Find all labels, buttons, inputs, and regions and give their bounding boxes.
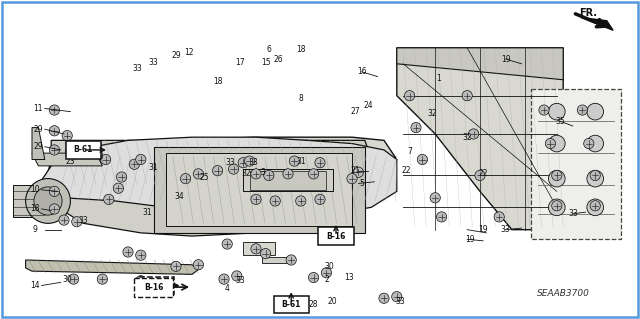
Text: 33: 33 — [500, 225, 511, 234]
Circle shape — [232, 271, 242, 281]
Circle shape — [68, 274, 79, 284]
Circle shape — [548, 170, 565, 187]
Text: 33: 33 — [78, 216, 88, 225]
Circle shape — [72, 217, 82, 227]
Text: 22: 22 — [479, 169, 488, 178]
Circle shape — [296, 196, 306, 206]
Circle shape — [49, 204, 60, 214]
Polygon shape — [26, 260, 198, 274]
Circle shape — [404, 91, 415, 101]
Text: 31: 31 — [142, 208, 152, 217]
Circle shape — [97, 274, 108, 284]
Circle shape — [315, 194, 325, 204]
Text: 33: 33 — [225, 158, 236, 167]
Text: 14: 14 — [30, 281, 40, 290]
Circle shape — [193, 260, 204, 270]
Text: 13: 13 — [344, 273, 354, 282]
Polygon shape — [262, 257, 294, 263]
FancyBboxPatch shape — [273, 296, 309, 314]
Circle shape — [244, 156, 255, 166]
Polygon shape — [51, 140, 378, 236]
Text: B-61: B-61 — [282, 300, 301, 309]
Polygon shape — [531, 89, 621, 239]
Circle shape — [587, 103, 604, 120]
Polygon shape — [45, 137, 397, 198]
Circle shape — [136, 250, 146, 260]
Circle shape — [548, 199, 565, 216]
Circle shape — [113, 183, 124, 193]
Circle shape — [212, 166, 223, 176]
Text: 1: 1 — [436, 74, 441, 83]
Text: 29: 29 — [33, 125, 44, 134]
Text: 19: 19 — [478, 225, 488, 234]
Text: 18: 18 — [213, 77, 222, 86]
Text: 35: 35 — [555, 117, 565, 126]
FancyBboxPatch shape — [65, 141, 101, 159]
Circle shape — [251, 169, 261, 179]
Text: 33: 33 — [235, 276, 245, 285]
Text: B-61: B-61 — [74, 145, 93, 154]
Text: 33: 33 — [132, 64, 143, 73]
Text: SEAAB3700: SEAAB3700 — [537, 289, 589, 298]
Text: 25: 25 — [200, 173, 210, 182]
Text: 21: 21 — [351, 166, 360, 175]
Text: FR.: FR. — [579, 8, 597, 18]
Circle shape — [590, 170, 600, 181]
Circle shape — [260, 249, 271, 259]
Circle shape — [587, 170, 604, 187]
Circle shape — [59, 215, 69, 225]
Text: 6: 6 — [266, 45, 271, 54]
Polygon shape — [32, 153, 102, 166]
Text: 7: 7 — [407, 147, 412, 156]
Text: 32: 32 — [241, 169, 252, 178]
Circle shape — [264, 170, 274, 181]
Polygon shape — [166, 153, 352, 226]
Circle shape — [129, 159, 140, 169]
Circle shape — [308, 272, 319, 283]
Text: 17: 17 — [235, 58, 245, 67]
Circle shape — [321, 268, 332, 278]
Circle shape — [251, 244, 261, 254]
Circle shape — [49, 186, 60, 197]
Text: 15: 15 — [260, 58, 271, 67]
Circle shape — [100, 154, 111, 165]
Circle shape — [392, 292, 402, 302]
Circle shape — [49, 126, 60, 136]
Circle shape — [468, 129, 479, 139]
Text: 12: 12 — [184, 48, 193, 57]
Text: 23: 23 — [65, 157, 76, 166]
Circle shape — [49, 105, 60, 115]
Circle shape — [228, 164, 239, 174]
Polygon shape — [38, 137, 397, 217]
Polygon shape — [32, 128, 45, 160]
Text: 2: 2 — [324, 275, 329, 284]
Polygon shape — [397, 48, 563, 80]
Text: 19: 19 — [500, 55, 511, 63]
Circle shape — [34, 187, 62, 215]
Text: B-16: B-16 — [147, 281, 166, 290]
Circle shape — [347, 174, 357, 184]
Text: 9: 9 — [33, 225, 38, 234]
Circle shape — [430, 193, 440, 203]
Polygon shape — [243, 169, 333, 191]
Text: 33: 33 — [568, 209, 578, 218]
Text: 26: 26 — [273, 55, 284, 63]
Text: 11: 11 — [34, 104, 43, 113]
Text: B-16: B-16 — [326, 232, 346, 241]
Polygon shape — [13, 185, 45, 217]
Circle shape — [475, 170, 485, 181]
Circle shape — [251, 194, 261, 204]
Polygon shape — [581, 18, 613, 30]
Circle shape — [65, 146, 76, 157]
Circle shape — [26, 179, 70, 223]
Text: 16: 16 — [356, 67, 367, 76]
Text: 29: 29 — [33, 142, 44, 151]
Text: 33: 33 — [148, 58, 159, 67]
Circle shape — [270, 196, 280, 206]
Circle shape — [436, 212, 447, 222]
Text: 31: 31 — [148, 163, 159, 172]
Text: 32: 32 — [427, 109, 437, 118]
Text: 18: 18 — [296, 45, 305, 54]
Circle shape — [417, 154, 428, 165]
